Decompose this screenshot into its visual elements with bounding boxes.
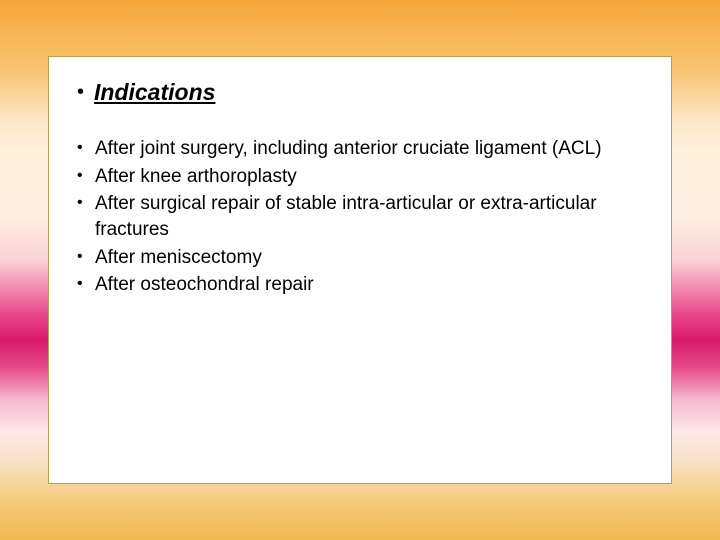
list-item: • After surgical repair of stable intra-… [77, 191, 643, 242]
list-item: • After joint surgery, including anterio… [77, 136, 643, 162]
bullet-icon: • [77, 245, 95, 270]
list-item-text: After knee arthoroplasty [95, 164, 643, 190]
list-item-text: After joint surgery, including anterior … [95, 136, 643, 162]
list-item: • After osteochondral repair [77, 272, 643, 298]
bullet-icon: • [77, 136, 95, 161]
content-box: • Indications • After joint surgery, inc… [48, 56, 672, 484]
list-item-text: After surgical repair of stable intra-ar… [95, 191, 643, 242]
bullet-icon: • [77, 191, 95, 216]
slide-title: Indications [94, 79, 215, 106]
slide-background: • Indications • After joint surgery, inc… [0, 0, 720, 540]
list-item-text: After meniscectomy [95, 245, 643, 271]
bullet-icon: • [77, 79, 84, 105]
list-item-text: After osteochondral repair [95, 272, 643, 298]
list-item: • After meniscectomy [77, 245, 643, 271]
title-row: • Indications [77, 79, 643, 106]
body-list: • After joint surgery, including anterio… [77, 136, 643, 298]
bullet-icon: • [77, 272, 95, 297]
bullet-icon: • [77, 164, 95, 189]
list-item: • After knee arthoroplasty [77, 164, 643, 190]
